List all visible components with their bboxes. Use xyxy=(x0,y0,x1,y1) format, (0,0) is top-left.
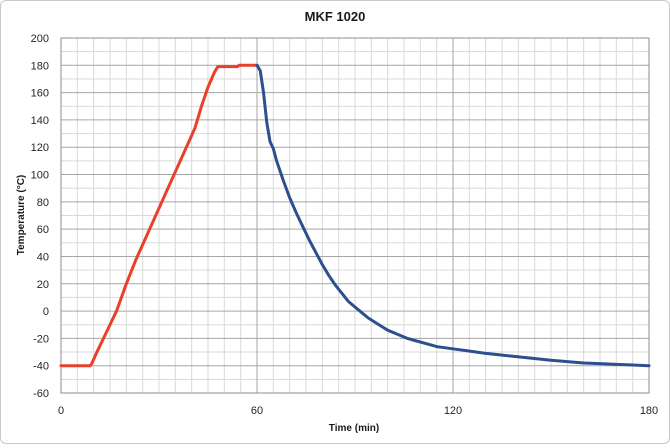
y-tick-label: 100 xyxy=(31,170,49,182)
minor-gridlines xyxy=(60,38,650,393)
x-axis-tick-labels: 0 60 120 180 xyxy=(58,405,658,417)
series-layer xyxy=(59,63,651,368)
x-tick-label: 60 xyxy=(251,405,263,417)
y-axis-label: Temperature (°C) xyxy=(16,175,27,256)
y-tick-label: 120 xyxy=(31,142,49,154)
y-axis-tick-labels: -60 -40 -20 0 20 40 60 80 100 120 140 160 180 200 xyxy=(31,33,49,400)
y-tick-label: 60 xyxy=(37,224,49,236)
y-tick-label: -60 xyxy=(33,388,49,400)
series-line-2 xyxy=(255,63,651,368)
y-tick-label: 0 xyxy=(43,306,49,318)
x-tick-label: 0 xyxy=(58,405,64,417)
x-tick-label: 180 xyxy=(640,405,658,417)
y-tick-label: 160 xyxy=(31,88,49,100)
y-tick-label: 80 xyxy=(37,197,49,209)
plot-area-border xyxy=(60,37,650,394)
chart-title: MKF 1020 xyxy=(305,9,366,24)
y-tick-label: -40 xyxy=(33,361,49,373)
y-tick-label: 20 xyxy=(37,279,49,291)
y-tick-label: 40 xyxy=(37,251,49,263)
y-tick-label: -20 xyxy=(33,333,49,345)
y-tick-label: 180 xyxy=(31,60,49,72)
y-tick-label: 200 xyxy=(31,33,49,45)
x-axis-label: Time (min) xyxy=(329,423,379,434)
x-tick-label: 120 xyxy=(444,405,462,417)
series-line-1 xyxy=(59,63,259,368)
y-tick-label: 140 xyxy=(31,115,49,127)
